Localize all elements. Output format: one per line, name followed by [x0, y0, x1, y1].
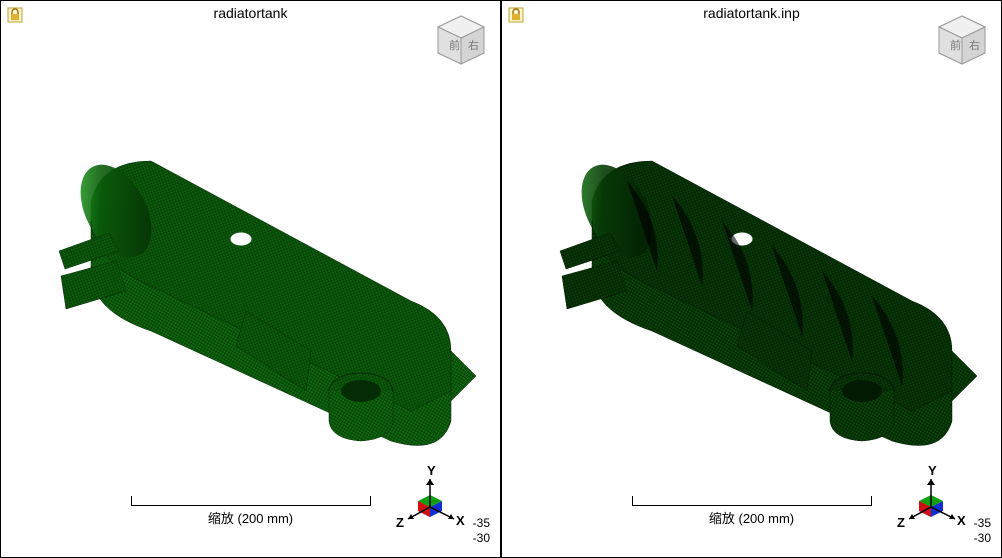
viewport-title: radiatortank.inp — [703, 5, 800, 21]
model-render-left[interactable] — [11, 71, 490, 487]
model-render-right[interactable] — [512, 71, 991, 487]
orientation-triad[interactable]: X Y Z — [392, 453, 472, 533]
orientation-triad[interactable]: X Y Z — [893, 453, 973, 533]
viewport-left[interactable]: radiatortank 前 右 — [0, 0, 501, 558]
viewport-title: radiatortank — [214, 5, 288, 21]
axis-y-label: Y — [427, 463, 436, 478]
axis-y-label: Y — [928, 463, 937, 478]
lock-icon — [7, 7, 23, 23]
scale-bar: 缩放 (200 mm) — [131, 496, 371, 527]
scale-bar: 缩放 (200 mm) — [632, 496, 872, 527]
lock-icon — [508, 7, 524, 23]
cursor-coordinates: -35 -30 — [473, 516, 490, 547]
axis-x-label: X — [456, 513, 465, 528]
axis-z-label: Z — [396, 515, 404, 530]
cube-face-right: 右 — [468, 38, 479, 52]
cube-face-front: 前 — [950, 38, 961, 52]
view-cube[interactable]: 前 右 — [432, 11, 490, 69]
viewport-right[interactable]: radiatortank.inp 前 右 — [501, 0, 1002, 558]
axis-z-label: Z — [897, 515, 905, 530]
cube-face-front: 前 — [449, 38, 460, 52]
cursor-coordinates: -35 -30 — [974, 516, 991, 547]
view-cube[interactable]: 前 右 — [933, 11, 991, 69]
cube-face-right: 右 — [969, 38, 980, 52]
axis-x-label: X — [957, 513, 966, 528]
